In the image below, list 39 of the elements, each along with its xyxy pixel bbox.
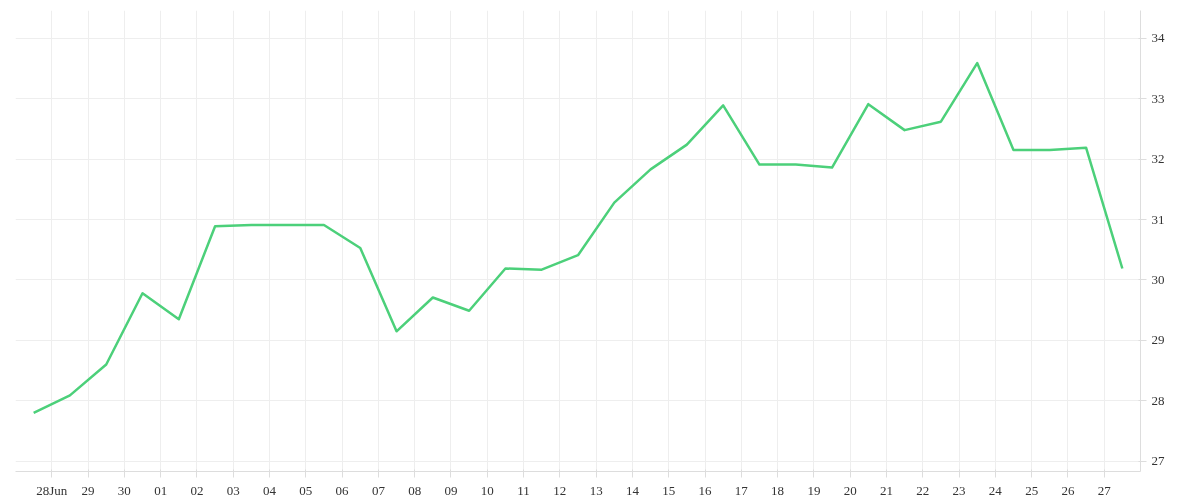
x-tick-label: 01 [154,482,168,498]
y-tick-label: 31 [1151,211,1165,227]
x-tick-label: 09 [444,482,458,498]
line-series [32,61,1124,415]
x-tick-label: 24 [988,482,1003,498]
x-tick-label: 06 [335,482,350,498]
x-tick-label: 30 [117,482,131,498]
y-tick-label: 29 [1151,332,1165,348]
x-tick-label: 10 [480,482,494,498]
x-tick-label: 11 [517,482,530,498]
y-tick-label: 27 [1151,453,1165,469]
x-tick-label: 26 [1061,482,1075,498]
x-tick-label: 16 [698,482,713,498]
x-tick-label: 22 [916,482,930,498]
x-tick-label: 18 [771,482,785,498]
x-tick-label: 21 [879,482,893,498]
y-tick-label: 32 [1151,151,1165,167]
x-tick-label: 17 [734,482,749,498]
y-tick-label: 34 [1151,30,1165,46]
x-tick-label: 23 [952,482,966,498]
x-tick-label: 25 [1025,482,1039,498]
x-tick-label: 27 [1097,482,1112,498]
x-tick-label: 20 [843,482,857,498]
x-tick-label: 02 [190,482,204,498]
x-tick-label: 03 [226,482,240,498]
x-tick-label: 29 [81,482,95,498]
x-tick-label: 14 [625,482,640,498]
y-tick-label: 33 [1151,90,1165,106]
y-tick-label: 30 [1151,271,1165,287]
x-tick-label: 04 [263,482,277,498]
x-tick-label: 05 [299,482,313,498]
x-tick-label: 12 [553,482,567,498]
x-tick-label: 19 [807,482,821,498]
x-tick-label: 08 [408,482,422,498]
x-tick-label: 28Jun [36,482,68,498]
x-tick-label: 13 [589,482,603,498]
x-tick-label: 15 [662,482,676,498]
y-tick-label: 28 [1151,392,1165,408]
x-tick-label: 07 [371,482,386,498]
